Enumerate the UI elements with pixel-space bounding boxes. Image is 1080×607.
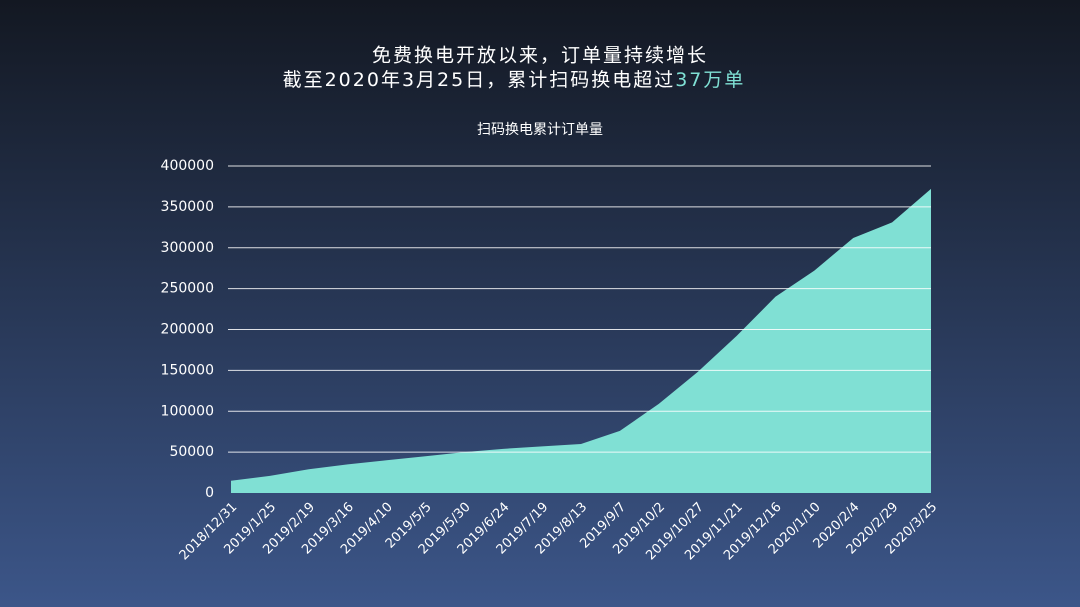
y-tick-label: 250000 xyxy=(161,281,214,297)
headline-text: 截至2020年3月25日，累计扫码换电超过 xyxy=(283,69,676,91)
y-tick-label: 200000 xyxy=(161,322,214,338)
area xyxy=(231,188,931,493)
y-tick-label: 100000 xyxy=(161,403,214,419)
headline-highlight: 37万单 xyxy=(675,69,745,91)
headline: 截至2020年3月25日，累计扫码换电超过37万单 xyxy=(283,69,746,91)
y-tick-label: 400000 xyxy=(161,158,214,174)
y-tick-label: 0 xyxy=(205,485,214,501)
y-tick-label: 50000 xyxy=(169,444,214,460)
headline: 免费换电开放以来，订单量持续增长 xyxy=(372,45,708,67)
y-tick-label: 150000 xyxy=(161,362,214,378)
y-tick-label: 350000 xyxy=(161,199,214,215)
y-tick-label: 300000 xyxy=(161,240,214,256)
chart-title: 扫码换电累计订单量 xyxy=(477,121,603,138)
